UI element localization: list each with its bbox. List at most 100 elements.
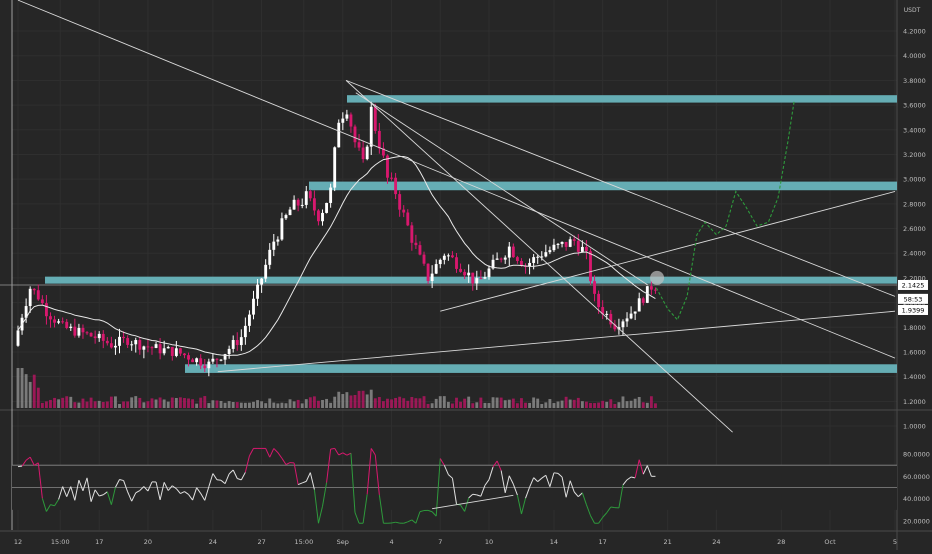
oscillator-segment (274, 448, 278, 452)
volume-bar (650, 396, 653, 408)
candle-body (53, 319, 56, 322)
volume-bar (374, 398, 377, 408)
price-marker (650, 271, 664, 285)
candle-body (378, 131, 381, 148)
price-badge-label: 1.9399 (902, 306, 925, 314)
candle-body (167, 347, 170, 348)
volume-bar (370, 390, 373, 408)
volume-bar (297, 400, 300, 408)
date-tick-label: 15:00 (294, 538, 313, 546)
volume-bar (492, 397, 495, 408)
volume-bar (512, 399, 515, 408)
volume-bar (220, 401, 223, 408)
candle-body (358, 142, 361, 147)
candle-body (597, 294, 600, 307)
candle-body (593, 281, 596, 294)
volume-bar (500, 398, 503, 408)
price-badge-label: 2.1425 (902, 281, 925, 289)
oscillator-segment (396, 522, 400, 523)
candle-body (244, 326, 247, 337)
volume-bar (333, 397, 336, 408)
candle-body (475, 278, 478, 283)
candle-body (585, 247, 588, 251)
price-tick-label: 3.8000 (903, 77, 926, 85)
volume-bar (29, 382, 32, 408)
candle-body (33, 289, 36, 290)
candle-body (467, 273, 470, 276)
volume-bar (630, 401, 633, 408)
volume-bar (280, 403, 283, 408)
oscillator-segment (282, 458, 286, 464)
price-tick-label: 3.0000 (903, 176, 926, 184)
candle-body (94, 336, 97, 338)
volume-bar (565, 397, 568, 408)
volume-bar (142, 402, 145, 408)
oscillator-segment (18, 466, 22, 467)
candle-body (577, 241, 580, 252)
volume-bar (45, 401, 48, 408)
volume-bar (561, 401, 564, 408)
volume-bar (260, 401, 263, 408)
candle-body (370, 107, 373, 147)
candle-body (187, 355, 190, 359)
volume-bar (151, 398, 154, 408)
candle-body (390, 178, 393, 179)
candle-body (345, 114, 348, 118)
volume-bar (317, 401, 320, 408)
volume-bar (581, 401, 584, 408)
candle-body (151, 347, 154, 348)
candle-body (289, 210, 292, 215)
volume-bar (301, 403, 304, 408)
volume-bar (605, 402, 608, 408)
candle-body (374, 107, 377, 131)
candle-body (650, 286, 653, 289)
volume-bar (443, 396, 446, 408)
volume-bar (155, 400, 158, 408)
candle-body (228, 349, 231, 354)
volume-bar (622, 396, 625, 408)
price-tick-label: 2.8000 (903, 200, 926, 208)
volume-bar (394, 398, 397, 408)
candle-body (309, 191, 312, 198)
volume-bar (528, 403, 531, 408)
date-tick-label: 28 (777, 538, 785, 546)
price-tick-label: 3.6000 (903, 102, 926, 110)
candle-body (90, 333, 93, 336)
candle-body (325, 203, 328, 213)
candle-body (406, 213, 409, 226)
volume-bar (386, 399, 389, 408)
oscillator-segment (420, 511, 424, 512)
volume-bar (626, 401, 629, 408)
volume-bar (366, 394, 369, 408)
candle-body (354, 127, 357, 143)
volume-bar (427, 404, 430, 408)
volume-bar (398, 397, 401, 408)
volume-bar (167, 402, 170, 408)
candle-body (122, 337, 125, 338)
price-tick-label: 2.6000 (903, 225, 926, 233)
candle-body (516, 257, 519, 261)
candle-body (544, 252, 547, 256)
candle-body (268, 250, 271, 265)
volume-bar (203, 396, 206, 408)
volume-bar (159, 397, 162, 408)
volume-bar (354, 395, 357, 408)
date-tick-label: 15:00 (51, 538, 70, 546)
volume-bar (475, 402, 478, 408)
candle-body (216, 359, 219, 360)
candle-body (512, 247, 515, 258)
candle-body (49, 316, 52, 319)
volume-bar (390, 399, 393, 408)
volume-bar (496, 398, 499, 408)
volume-bar (483, 403, 486, 408)
candle-body (126, 338, 129, 345)
candle-body (504, 258, 507, 260)
volume-bar (118, 404, 121, 408)
trendline (218, 311, 895, 371)
oscillator-segment (611, 507, 615, 508)
candle-body (73, 327, 76, 336)
candle-body (329, 188, 332, 203)
volume-bar (410, 397, 413, 408)
volume-bar (447, 402, 450, 408)
